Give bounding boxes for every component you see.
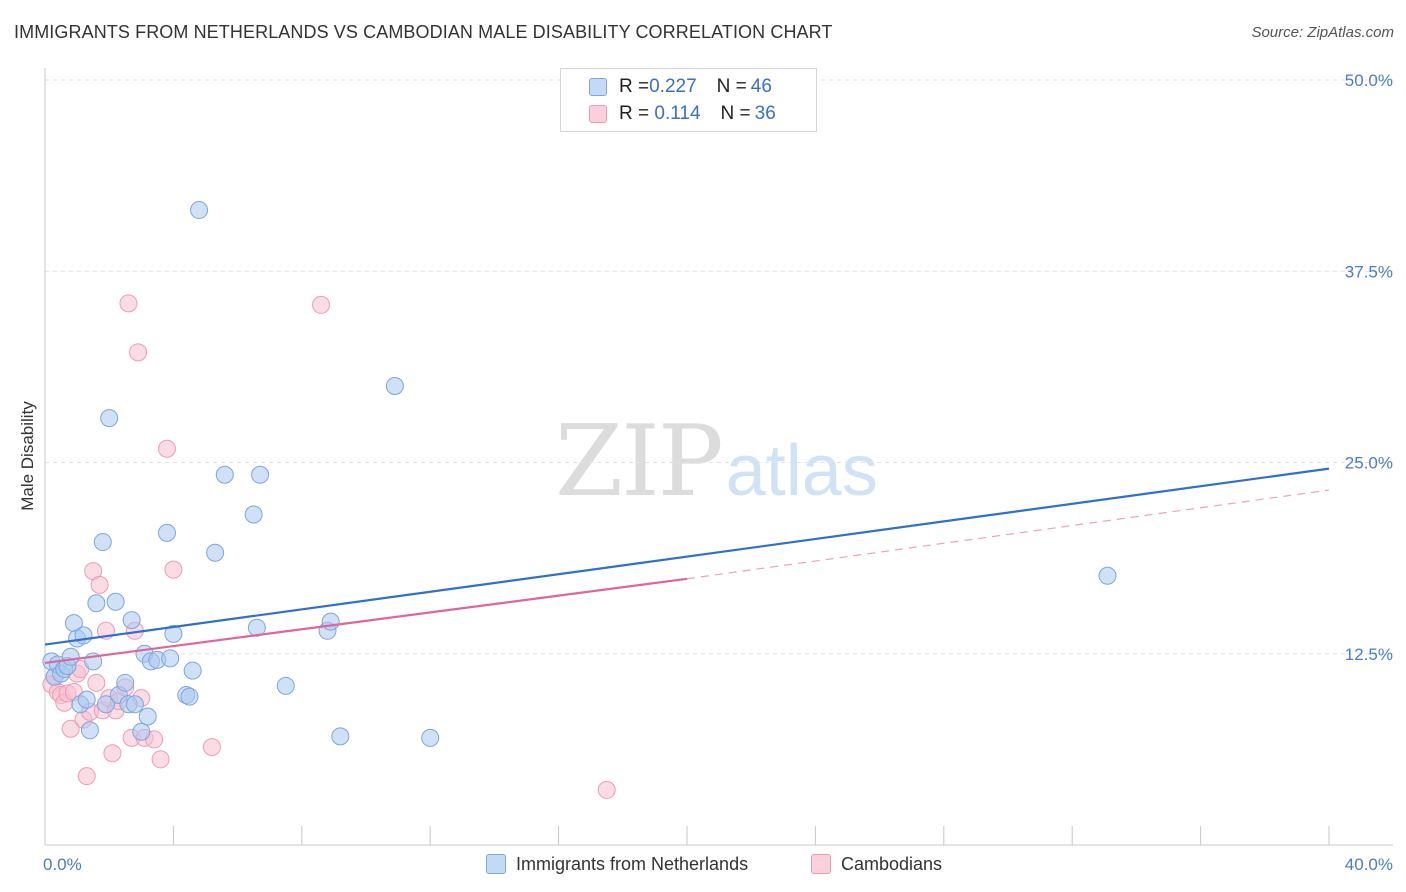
netherlands-points — [42, 201, 1117, 747]
tick-labels: 12.5% 25.0% 37.5% 50.0% 0.0% 40.0% — [43, 71, 1393, 874]
netherlands-point — [276, 676, 295, 695]
netherlands-point — [116, 673, 135, 692]
netherlands-point — [331, 727, 350, 746]
correlation-legend: R = 0.227 N = 46 R = 0.114 N = 36 — [560, 68, 817, 132]
netherlands-point — [80, 721, 99, 740]
netherlands-point — [122, 611, 141, 630]
legend-n-label: N = — [716, 76, 747, 97]
netherlands-point — [87, 594, 106, 613]
bottom-legend-label-netherlands: Immigrants from Netherlands — [516, 853, 749, 874]
legend-row-netherlands: R = 0.227 N = 46 — [589, 74, 772, 100]
netherlands-point — [190, 201, 209, 220]
netherlands-point — [138, 707, 157, 726]
cambodians-point — [164, 560, 183, 579]
watermark-atlas: atlas — [725, 431, 878, 511]
cambodians-point — [202, 738, 221, 757]
x-tick-label: 40.0% — [1345, 855, 1393, 874]
netherlands-point — [385, 377, 404, 395]
legend-r-value: 0.114 — [649, 103, 701, 124]
cambodians-trend-line — [44, 577, 688, 665]
netherlands-point — [93, 533, 112, 552]
legend-swatch-blue — [589, 78, 607, 96]
netherlands-point — [125, 695, 144, 714]
y-tick-label: 37.5% — [1345, 262, 1393, 281]
legend-n-value: 46 — [750, 76, 772, 97]
x-ticks — [44, 826, 1330, 845]
legend-row-cambodians: R = 0.114 N = 36 — [589, 101, 776, 127]
netherlands-point — [421, 728, 440, 747]
netherlands-point — [180, 687, 199, 706]
chart-title: IMMIGRANTS FROM NETHERLANDS VS CAMBODIAN… — [14, 22, 833, 42]
netherlands-point — [321, 612, 340, 631]
netherlands-trend-line — [44, 467, 1330, 646]
cambodians-point — [103, 744, 122, 763]
cambodians-trend-extension — [686, 489, 1330, 580]
cambodians-points — [42, 294, 616, 799]
netherlands-point — [251, 465, 270, 484]
netherlands-point — [206, 543, 225, 562]
netherlands-point — [1098, 566, 1117, 585]
netherlands-point — [61, 647, 80, 666]
legend-swatch-pink — [589, 105, 607, 123]
legend-r-label: R = — [619, 103, 650, 124]
legend-r-label: R = — [619, 76, 650, 97]
x-tick-label: 0.0% — [43, 855, 82, 874]
netherlands-point — [100, 409, 119, 428]
cambodians-point — [597, 780, 616, 799]
legend-r-value: 0.227 — [649, 76, 697, 97]
netherlands-point — [183, 661, 202, 680]
trend-lines — [44, 467, 1330, 665]
cambodians-point — [61, 719, 80, 738]
y-tick-label: 25.0% — [1345, 454, 1393, 473]
netherlands-point — [77, 690, 96, 709]
bottom-legend-netherlands: Immigrants from Netherlands — [486, 852, 748, 876]
axes — [44, 68, 1393, 846]
legend-n-label: N = — [720, 103, 751, 124]
bottom-legend-label-cambodians: Cambodians — [841, 853, 943, 874]
cambodians-point — [157, 439, 176, 458]
legend-n-value: 36 — [754, 103, 776, 124]
netherlands-point — [106, 592, 125, 611]
cambodians-point — [312, 295, 331, 314]
cambodians-point — [119, 294, 138, 313]
y-tick-label: 50.0% — [1345, 71, 1393, 90]
netherlands-point — [164, 624, 183, 643]
netherlands-point — [132, 722, 151, 741]
y-tick-label: 12.5% — [1345, 645, 1393, 664]
gridlines — [45, 79, 1393, 655]
bottom-legend-swatch-blue — [486, 854, 506, 874]
bottom-legend-cambodians: Cambodians — [811, 852, 942, 876]
cambodians-point — [129, 343, 148, 362]
cambodians-point — [87, 673, 106, 692]
cambodians-point — [151, 750, 170, 769]
source-label: Source: ZipAtlas.com — [1251, 24, 1394, 41]
netherlands-point — [96, 695, 115, 714]
cambodians-point — [90, 575, 109, 594]
netherlands-point — [244, 505, 263, 524]
netherlands-point — [215, 465, 234, 484]
netherlands-point — [161, 649, 180, 668]
bottom-legend-swatch-pink — [811, 854, 831, 874]
netherlands-point — [157, 523, 176, 542]
cambodians-point — [77, 767, 96, 786]
netherlands-point — [74, 626, 93, 645]
